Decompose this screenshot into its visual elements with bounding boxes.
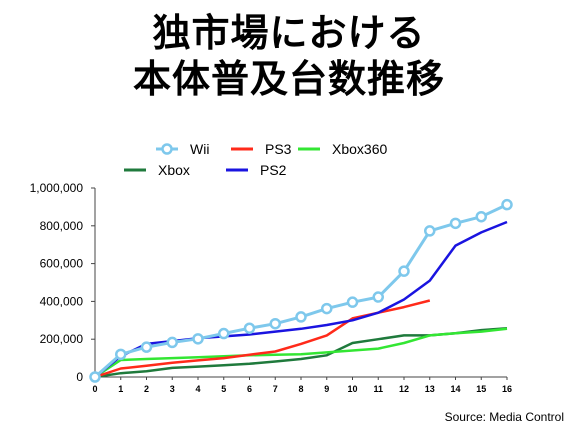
data-point-wii [218,327,230,340]
legend-label-xbox: Xbox [158,162,190,178]
data-point-wii [449,217,462,230]
data-point-wii [372,291,384,303]
data-point-wii [295,311,307,323]
chart-title: 独市場における 本体普及台数推移 [0,10,578,102]
legend-label-ps2: PS2 [260,162,287,178]
x-tick-label: 0 [92,384,97,394]
data-point-wii [89,371,101,383]
x-tick-label: 6 [247,384,252,394]
legend-label-wii: Wii [190,141,209,157]
x-tick-label: 10 [347,384,357,394]
data-point-wii [398,265,410,277]
x-tick-label: 8 [298,384,303,394]
series-line-ps2 [94,220,508,378]
source-note: Source: Media Control [444,410,564,424]
series-line-xbox360 [94,327,508,379]
x-tick-label: 3 [170,384,175,394]
legend-label-ps3: PS3 [265,141,292,157]
legend-label-xbox360: Xbox360 [332,141,387,157]
y-tick-label: 600,000 [40,257,84,271]
x-tick-label: 14 [450,384,460,394]
data-point-wii [346,296,359,308]
series-line-xbox [94,326,508,379]
data-point-wii [424,225,436,237]
data-point-wii [501,198,513,211]
legend-marker-wii [161,143,173,155]
series-line-wii [94,203,508,379]
y-tick-label: 400,000 [40,294,84,308]
x-tick-label: 4 [195,384,200,394]
chart-title-line-2: 本体普及台数推移 [132,57,445,101]
data-point-wii [166,336,178,349]
chart-title-line-1: 独市場における [152,11,426,55]
x-tick-label: 1 [118,384,123,394]
data-point-wii [269,317,281,330]
data-point-wii [140,341,153,353]
x-tick-label: 11 [373,384,383,394]
x-tick-label: 2 [144,384,149,394]
y-tick-label: 800,000 [40,219,84,233]
y-tick-label: 0 [76,370,83,384]
x-tick-label: 5 [221,384,226,394]
x-tick-label: 7 [273,384,278,394]
y-tick-label: 1,000,000 [30,181,84,195]
data-point-wii [475,210,487,223]
x-tick-label: 16 [502,384,512,394]
data-point-wii [243,322,256,334]
data-point-wii [115,348,127,361]
x-tick-label: 13 [425,384,435,394]
x-tick-label: 15 [476,384,486,394]
y-tick-label: 200,000 [40,332,84,346]
data-point-wii [321,302,333,315]
x-tick-label: 9 [324,384,329,394]
x-tick-label: 12 [399,384,409,394]
data-point-wii [192,333,204,345]
